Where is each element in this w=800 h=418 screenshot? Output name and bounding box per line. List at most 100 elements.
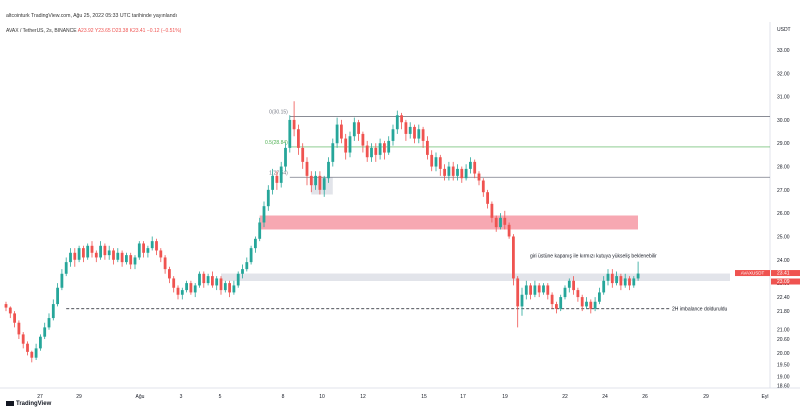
candle-body <box>56 287 59 305</box>
candle-body <box>477 173 481 181</box>
breakout-annotation: giri üstüne kapanış ile kırmızı kutuya y… <box>530 253 657 259</box>
time-tick-label: 15 <box>421 394 427 400</box>
candle-body <box>107 250 111 256</box>
candle-body <box>305 161 309 176</box>
candle-body <box>180 290 184 295</box>
candle-body <box>125 255 128 263</box>
time-tick-label: 26 <box>642 394 648 400</box>
candle-body <box>266 189 270 207</box>
candle-body <box>426 140 429 155</box>
candle-body <box>451 166 455 176</box>
symbol-badge-text: AVAXUSDT <box>741 271 765 276</box>
candle-body <box>533 285 537 295</box>
time-tick-label: 29 <box>703 394 709 400</box>
candle-body <box>606 273 610 281</box>
gray-zone-box <box>221 273 730 282</box>
price-tick-label: 29.00 <box>777 141 790 147</box>
candle-body <box>387 140 391 153</box>
price-tick-label: 19.50 <box>777 363 790 369</box>
candle-body <box>314 175 317 186</box>
candle-body <box>137 243 141 258</box>
candle-body <box>378 143 382 155</box>
candle-body <box>615 276 618 284</box>
candle-body <box>249 248 253 263</box>
candle-body <box>546 285 550 295</box>
candle-body <box>26 343 29 352</box>
candle-body <box>275 175 279 183</box>
candle-body <box>21 334 25 344</box>
candle-body <box>490 203 494 218</box>
candle-body <box>146 248 150 253</box>
price-tick-label: 24.00 <box>777 258 790 264</box>
published-info: altcointurk TradingView.com, Ağu 25, 202… <box>6 13 177 19</box>
candle-body <box>120 252 124 263</box>
time-tick-label: 3 <box>180 394 183 400</box>
candle-body <box>636 273 640 279</box>
price-tick-label: 30.00 <box>777 118 790 124</box>
candle-body <box>150 241 154 249</box>
candle-body <box>443 168 446 176</box>
candle-body <box>232 285 236 293</box>
candle-body <box>580 297 584 307</box>
time-tick-label: Ağu <box>136 394 145 400</box>
imbalance-annotation: 2H imbalance dolduruldu <box>672 307 728 313</box>
time-tick-label: 8 <box>282 394 285 400</box>
candle-body <box>430 154 434 167</box>
price-tick-label: 21.00 <box>777 328 790 334</box>
candle-body <box>391 129 395 141</box>
candle-body <box>292 119 296 130</box>
candle-body <box>460 168 464 179</box>
candle-body <box>318 175 322 190</box>
candle-body <box>189 283 193 293</box>
candle-body <box>241 269 244 274</box>
candle-body <box>520 294 524 307</box>
candle-body <box>486 192 489 204</box>
candle-body <box>576 290 580 298</box>
candle-body <box>473 161 477 174</box>
candle-body <box>516 278 520 307</box>
candle-body <box>619 276 623 286</box>
price-tick-label: 27.00 <box>777 188 790 194</box>
candle-body <box>524 285 528 295</box>
current-price-text: 23.41 <box>777 271 790 277</box>
candle-body <box>585 301 588 307</box>
candle-body <box>94 252 98 258</box>
ohlc-values: A23.92 Y23.65 D23.38 K23.41 −0.12 (−0.51… <box>77 28 182 34</box>
candle-body <box>301 147 305 162</box>
candle-body <box>335 124 339 144</box>
candle-body <box>555 304 558 309</box>
price-tick-label: 31.00 <box>777 95 790 101</box>
candle-body <box>172 278 176 288</box>
candle-body <box>64 262 68 274</box>
symbol-ohlc-line: AVAX / TetherUS, 2s, BINANCE A23.92 Y23.… <box>6 28 181 34</box>
candle-body <box>39 336 42 349</box>
candle-body <box>99 245 102 258</box>
fib-1-label: 1(27.54) <box>269 170 288 176</box>
candle-body <box>236 273 240 286</box>
price-tick-label: 19.00 <box>777 374 790 380</box>
candle-body <box>327 161 330 179</box>
candle-body <box>602 280 606 293</box>
candle-body <box>628 278 631 286</box>
candle-body <box>288 119 292 148</box>
candle-body <box>219 278 223 291</box>
time-tick-label: 17 <box>460 394 466 400</box>
candle-body <box>271 175 274 190</box>
fib-0-label: 0(30.15) <box>269 109 288 115</box>
tradingview-logo: TradingView <box>6 401 51 407</box>
candle-body <box>417 129 421 139</box>
candle-body <box>206 276 210 284</box>
candle-body <box>481 180 485 193</box>
candle-body <box>211 276 214 286</box>
candle-body <box>499 217 502 228</box>
candle-body <box>542 285 545 293</box>
candle-body <box>103 245 107 256</box>
current-price-badge <box>771 270 800 277</box>
candle-body <box>438 157 442 169</box>
candle-body <box>589 301 593 309</box>
candle-body <box>77 248 81 260</box>
candle-body <box>395 115 399 130</box>
candle-body <box>17 322 21 335</box>
fib-05-label: 0.5(28.84) <box>265 140 288 146</box>
